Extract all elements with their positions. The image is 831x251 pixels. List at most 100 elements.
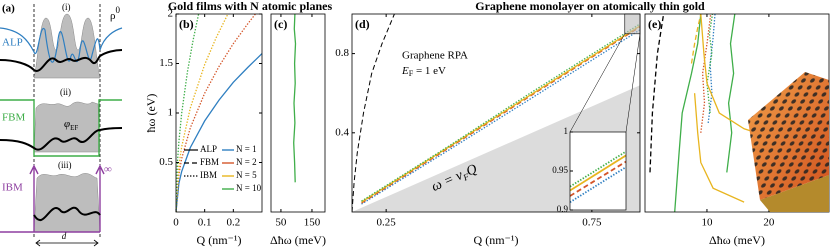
label-part: = 1 eV bbox=[413, 65, 446, 77]
inset-background bbox=[570, 132, 626, 210]
y-tick-label: 1 bbox=[564, 126, 569, 136]
legend-label: N = 1 bbox=[236, 144, 257, 154]
width-label: d bbox=[62, 231, 67, 241]
legend-label: IBM bbox=[200, 170, 217, 180]
schematic: (a) (i) ALP ρ0 (ii) FBM φEF (iii) IBM ∞ … bbox=[0, 2, 123, 247]
density-label: ρ0 bbox=[110, 5, 121, 21]
y-tick-label: 0.8 bbox=[335, 47, 349, 59]
data-line bbox=[570, 150, 626, 188]
charts: 0 0.1 0.2 0.5 1 1.5 2 Q (nm⁻¹) ħω (eV) (b) Gold fi… bbox=[144, 0, 830, 247]
data-line bbox=[693, 93, 745, 203]
x-tick-label: 50 bbox=[275, 217, 287, 229]
data-line bbox=[176, 14, 256, 212]
potential-label: φEF bbox=[64, 118, 78, 132]
legend-label: N = 10 bbox=[236, 183, 262, 193]
panel-label: (e) bbox=[648, 17, 661, 31]
model-label: FBM bbox=[2, 112, 25, 124]
model-label: ALP bbox=[2, 37, 23, 49]
y-axis-label: ħω (eV) bbox=[144, 94, 158, 133]
step-potential bbox=[0, 99, 122, 157]
x-tick-label: 0 bbox=[173, 217, 179, 229]
plot-area bbox=[649, 14, 825, 212]
data-line bbox=[674, 14, 702, 212]
rpa-label: Graphene RPA bbox=[402, 50, 468, 62]
panel-sublabel: (ii) bbox=[60, 87, 71, 97]
data-line bbox=[690, 14, 702, 64]
panel-label: (a) bbox=[2, 3, 15, 15]
x-tick-label: 0.75 bbox=[582, 217, 602, 229]
data-line bbox=[176, 53, 262, 212]
x-tick-label: 0.25 bbox=[377, 217, 397, 229]
light-cone bbox=[352, 85, 640, 212]
panel-label: (c) bbox=[274, 17, 287, 31]
density-profile bbox=[33, 173, 101, 233]
potential-curve bbox=[33, 206, 101, 222]
legend-label: ALP bbox=[200, 144, 217, 154]
data-line bbox=[352, 14, 395, 212]
frame bbox=[270, 13, 326, 213]
atoms bbox=[748, 72, 829, 200]
data-line bbox=[726, 14, 736, 173]
potential-curve bbox=[0, 49, 123, 72]
y-tick-label: 0.95 bbox=[552, 165, 568, 175]
x-axis-label: Δħω (meV) bbox=[270, 233, 326, 247]
plot-area bbox=[176, 14, 262, 212]
gold-slab bbox=[760, 175, 829, 212]
legend-label: FBM bbox=[200, 157, 219, 167]
barrier-label: ∞ bbox=[104, 164, 112, 176]
x-tick-label: 0.2 bbox=[226, 217, 240, 229]
x-tick-label: 10 bbox=[701, 217, 713, 229]
density-profile bbox=[33, 13, 101, 79]
density-profile bbox=[33, 101, 101, 153]
data-line bbox=[649, 14, 665, 173]
data-line bbox=[570, 166, 626, 203]
legend-label: N = 2 bbox=[236, 157, 257, 167]
plot-area bbox=[352, 14, 640, 212]
data-line bbox=[570, 160, 626, 197]
inset-plot bbox=[570, 150, 626, 203]
data-line bbox=[361, 25, 640, 203]
data-line bbox=[176, 14, 200, 212]
density-symbol: ρ bbox=[110, 10, 116, 22]
zoom-connector bbox=[625, 33, 641, 133]
label-subscript: F bbox=[461, 171, 471, 183]
structure-image bbox=[748, 72, 829, 212]
data-line bbox=[176, 14, 229, 212]
data-line bbox=[361, 29, 640, 205]
x-tick-label: 20 bbox=[763, 217, 775, 229]
panel-label: (b) bbox=[179, 17, 194, 31]
x-axis-label: Q (nm⁻¹) bbox=[474, 233, 519, 247]
panel-label: (d) bbox=[355, 17, 370, 31]
barrier-arrow bbox=[29, 164, 105, 232]
panel-sublabel: (i) bbox=[62, 2, 71, 12]
fermi-label: EF = 1 eV bbox=[401, 65, 446, 78]
frame bbox=[351, 13, 641, 213]
y-tick-label: 0.9 bbox=[557, 204, 569, 214]
potential-subscript: EF bbox=[70, 124, 78, 132]
data-line bbox=[700, 14, 712, 133]
x-axis-label: Δħω (meV) bbox=[709, 233, 765, 247]
legend-label: N = 5 bbox=[236, 170, 257, 180]
potential-symbol: φ bbox=[64, 118, 70, 130]
x-tick-label: 0.1 bbox=[198, 217, 212, 229]
y-tick-label: 1 bbox=[168, 107, 174, 119]
density-superscript: 0 bbox=[116, 5, 121, 15]
model-label: IBM bbox=[2, 182, 23, 194]
panel-sublabel: (iii) bbox=[58, 160, 72, 170]
zoom-box bbox=[624, 13, 641, 35]
panel: 50 150 Δħω (meV) (c) bbox=[270, 13, 326, 247]
label-part: E bbox=[401, 65, 409, 77]
potential-curve bbox=[0, 127, 123, 151]
panel-title: Gold films with N atomic planes bbox=[168, 0, 333, 13]
zoom-connector bbox=[569, 33, 625, 133]
data-line bbox=[361, 26, 640, 204]
x-tick-label: 150 bbox=[304, 217, 321, 229]
data-line bbox=[570, 154, 626, 192]
width-arrow bbox=[35, 239, 99, 247]
data-line bbox=[361, 23, 640, 202]
x-axis-label: Q (nm⁻¹) bbox=[197, 233, 242, 247]
y-tick-label: 2 bbox=[168, 8, 174, 20]
y-tick-label: 0.5 bbox=[159, 156, 173, 168]
